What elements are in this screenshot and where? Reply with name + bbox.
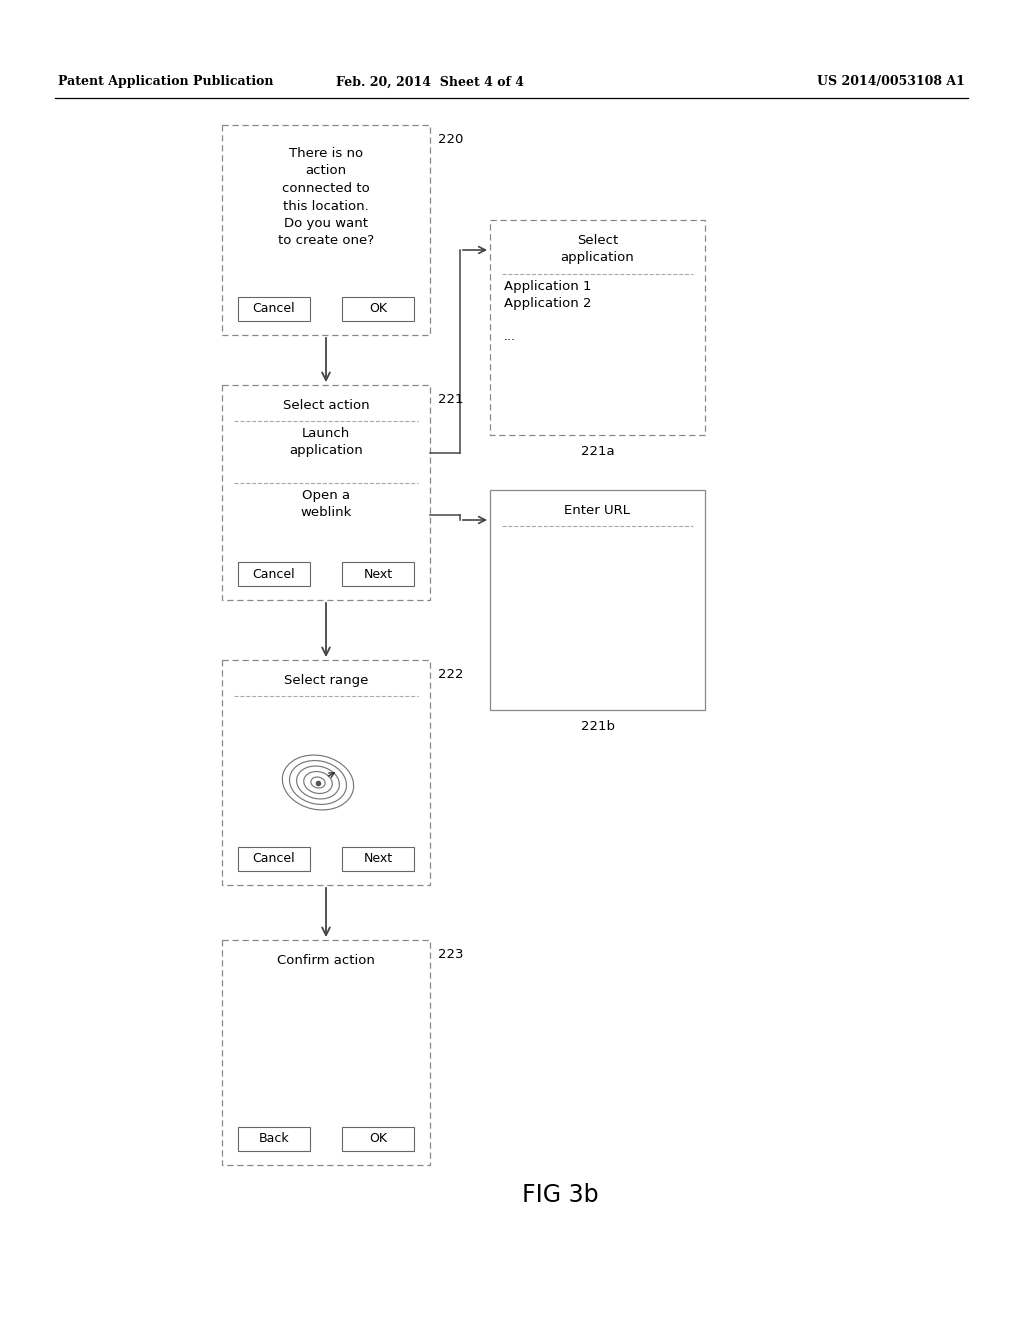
Ellipse shape — [297, 766, 339, 799]
Text: Application 1
Application 2: Application 1 Application 2 — [504, 280, 592, 310]
Text: 220: 220 — [438, 133, 464, 147]
Ellipse shape — [304, 771, 332, 793]
Text: Next: Next — [364, 568, 392, 581]
Bar — [222, 385, 430, 601]
Bar — [238, 562, 310, 586]
Text: Enter URL: Enter URL — [564, 504, 631, 517]
Text: Confirm action: Confirm action — [278, 954, 375, 968]
Text: Open a
weblink: Open a weblink — [300, 488, 351, 519]
Bar — [222, 660, 430, 884]
Bar — [238, 1127, 310, 1151]
Bar — [342, 297, 414, 321]
Bar — [222, 940, 430, 1166]
Text: 221b: 221b — [581, 719, 614, 733]
Bar — [238, 847, 310, 871]
Bar — [342, 562, 414, 586]
Text: OK: OK — [369, 302, 387, 315]
Text: 222: 222 — [438, 668, 464, 681]
Bar — [342, 847, 414, 871]
Bar — [490, 220, 705, 436]
Text: 221a: 221a — [581, 445, 614, 458]
Text: 223: 223 — [438, 948, 464, 961]
Text: Cancel: Cancel — [253, 568, 295, 581]
Text: Select action: Select action — [283, 399, 370, 412]
Text: Next: Next — [364, 853, 392, 866]
Text: Back: Back — [259, 1133, 290, 1146]
Ellipse shape — [311, 777, 326, 788]
Text: OK: OK — [369, 1133, 387, 1146]
Text: Cancel: Cancel — [253, 853, 295, 866]
Text: 221: 221 — [438, 393, 464, 407]
Text: Feb. 20, 2014  Sheet 4 of 4: Feb. 20, 2014 Sheet 4 of 4 — [336, 75, 524, 88]
Bar — [490, 490, 705, 710]
Text: ...: ... — [504, 330, 516, 343]
Text: There is no
action
connected to
this location.
Do you want
to create one?: There is no action connected to this loc… — [278, 147, 374, 248]
Bar — [238, 297, 310, 321]
Text: Cancel: Cancel — [253, 302, 295, 315]
Bar — [222, 125, 430, 335]
Text: Select
application: Select application — [560, 234, 635, 264]
Ellipse shape — [290, 760, 346, 804]
Ellipse shape — [283, 755, 353, 810]
Text: Select range: Select range — [284, 675, 369, 686]
Text: Launch
application: Launch application — [289, 426, 362, 457]
Text: Patent Application Publication: Patent Application Publication — [58, 75, 273, 88]
Bar — [342, 1127, 414, 1151]
Text: FIG 3b: FIG 3b — [521, 1183, 598, 1206]
Text: US 2014/0053108 A1: US 2014/0053108 A1 — [817, 75, 965, 88]
